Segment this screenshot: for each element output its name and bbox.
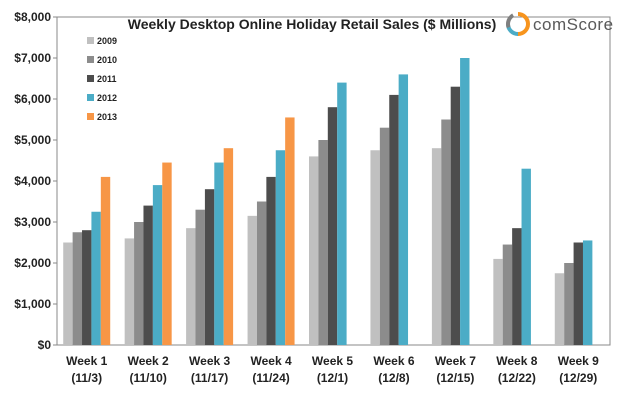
bar-2009-week-9 [554, 273, 565, 345]
y-tick-label: $6,000 [14, 92, 51, 106]
bar-2009-week-2 [124, 238, 135, 345]
bar-2010-week-7 [441, 119, 451, 345]
legend-label-2009: 2009 [97, 36, 117, 46]
legend-swatch-2013 [87, 113, 94, 120]
x-tick-label-week: Week 6 [373, 354, 414, 368]
x-axis-labels: Week 1 (11/3) Week 2 (11/10) Week 3 (11/17) We… [66, 354, 599, 385]
bar-2009-week-7 [431, 148, 442, 345]
bar-2010-week-9 [564, 263, 574, 345]
bar-2011-week-1 [82, 230, 92, 345]
comscore-logo-text: comScore [533, 15, 614, 34]
legend-label-2013: 2013 [97, 112, 117, 122]
bar-2010-week-2 [134, 222, 144, 345]
bar-2011-week-7 [450, 86, 461, 345]
x-tick-label-date: (12/22) [498, 371, 536, 385]
x-tick-label-date: (11/10) [129, 371, 166, 385]
bar-2009-week-1 [63, 242, 73, 345]
x-tick-label-week: Week 2 [128, 354, 169, 368]
y-tick-label: $7,000 [14, 51, 51, 65]
bar-2013-week-1 [100, 176, 111, 345]
x-tick-label-week: Week 4 [250, 354, 291, 368]
bar-2011-week-2 [143, 205, 153, 345]
bar-2009-week-5 [309, 156, 319, 345]
x-tick-label-week: Week 8 [496, 354, 537, 368]
bar-2012-week-7 [460, 58, 470, 345]
bar-2013-week-2 [162, 162, 172, 345]
legend-label-2011: 2011 [97, 74, 117, 84]
x-tick-label-date: (12/1) [317, 371, 348, 385]
bar-2011-week-6 [389, 94, 399, 346]
bar-2012-week-9 [582, 240, 593, 345]
y-tick-label: $2,000 [14, 256, 51, 270]
legend-swatch-2012 [87, 94, 94, 101]
bar-2009-week-3 [186, 228, 196, 345]
bar-2010-week-4 [256, 201, 267, 345]
x-tick-label-week: Week 5 [312, 354, 353, 368]
x-tick-label-date: (11/24) [252, 371, 289, 385]
bar-2010-week-5 [318, 140, 328, 345]
bar-2013-week-4 [285, 117, 295, 345]
y-axis-ticks: $0 $1,000 $2,000 $3,000 $4,000 $5,000 $6,000 $7… [14, 10, 57, 352]
bar-2011-week-9 [573, 242, 583, 345]
chart-title: Weekly Desktop Online Holiday Retail Sal… [128, 16, 497, 32]
y-tick-label: $5,000 [14, 133, 51, 147]
y-tick-label: $1,000 [14, 297, 51, 311]
x-tick-label-week: Week 7 [435, 354, 476, 368]
chart-legend: 2009 2010 2011 2012 2013 [87, 36, 117, 122]
bar-2012-week-5 [337, 82, 347, 345]
legend-swatch-2010 [87, 56, 94, 63]
legend-swatch-2009 [87, 37, 94, 44]
comscore-logo-icon [506, 12, 530, 36]
x-tick-label-date: (12/8) [378, 371, 409, 385]
bar-2013-week-3 [223, 148, 234, 345]
bar-2009-week-8 [493, 258, 503, 345]
x-tick-label-week: Week 1 [66, 354, 107, 368]
bar-2010-week-3 [195, 209, 205, 345]
bar-2012-week-4 [275, 150, 286, 345]
bar-2010-week-1 [72, 232, 83, 345]
legend-swatch-2011 [87, 75, 94, 82]
bar-2012-week-6 [398, 74, 409, 346]
bar-2012-week-1 [91, 211, 101, 345]
legend-label-2012: 2012 [97, 93, 117, 103]
x-tick-label-week: Week 9 [558, 354, 599, 368]
x-tick-label-date: (12/29) [559, 371, 597, 385]
bar-2011-week-4 [266, 176, 276, 345]
bar-2011-week-5 [327, 107, 338, 345]
legend-label-2010: 2010 [97, 55, 117, 65]
bar-2010-week-6 [379, 127, 390, 345]
x-tick-label-date: (11/3) [71, 371, 102, 385]
bar-2012-week-2 [152, 185, 163, 345]
chart-bars [63, 58, 593, 346]
y-tick-label: $0 [38, 338, 52, 352]
y-tick-label: $3,000 [14, 215, 51, 229]
y-tick-label: $8,000 [14, 10, 51, 24]
y-tick-label: $4,000 [14, 174, 51, 188]
bar-2012-week-8 [521, 168, 531, 345]
bar-2011-week-8 [512, 228, 522, 345]
x-tick-label-date: (11/17) [191, 371, 228, 385]
bar-2011-week-3 [204, 189, 215, 345]
bar-2012-week-3 [214, 162, 224, 345]
x-tick-label-week: Week 3 [189, 354, 230, 368]
x-tick-label-date: (12/15) [436, 371, 474, 385]
bar-2009-week-6 [370, 150, 380, 345]
bar-2009-week-4 [247, 215, 257, 345]
comscore-logo: comScore [506, 12, 614, 36]
bar-2010-week-8 [502, 244, 513, 345]
